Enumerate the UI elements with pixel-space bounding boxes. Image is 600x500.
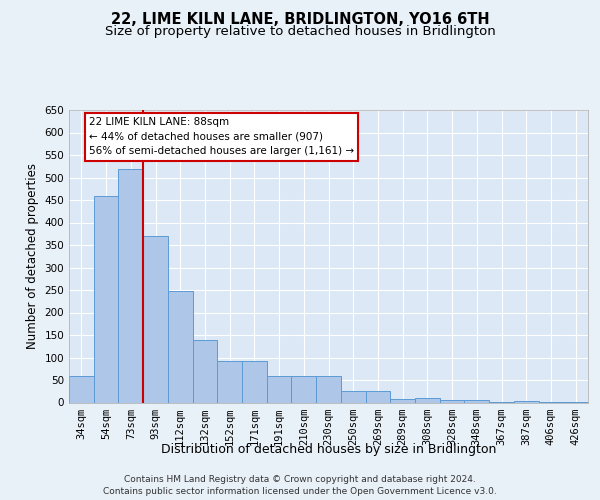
Bar [316, 376, 341, 402]
Bar [168, 291, 193, 403]
Text: 22 LIME KILN LANE: 88sqm
← 44% of detached houses are smaller (907)
56% of semi-: 22 LIME KILN LANE: 88sqm ← 44% of detach… [89, 116, 354, 156]
Bar [514, 401, 539, 402]
Bar [118, 168, 143, 402]
Text: Size of property relative to detached houses in Bridlington: Size of property relative to detached ho… [104, 25, 496, 38]
Bar [365, 391, 390, 402]
Bar [415, 398, 440, 402]
Bar [217, 360, 242, 403]
Bar [193, 340, 217, 402]
Bar [267, 376, 292, 402]
Bar [242, 360, 267, 403]
Bar [69, 376, 94, 402]
Bar [292, 376, 316, 402]
Bar [94, 196, 118, 402]
Bar [390, 399, 415, 402]
Bar [143, 236, 168, 402]
Bar [341, 391, 365, 402]
Y-axis label: Number of detached properties: Number of detached properties [26, 163, 39, 349]
Text: Contains HM Land Registry data © Crown copyright and database right 2024.
Contai: Contains HM Land Registry data © Crown c… [103, 474, 497, 496]
Text: Distribution of detached houses by size in Bridlington: Distribution of detached houses by size … [161, 442, 496, 456]
Text: 22, LIME KILN LANE, BRIDLINGTON, YO16 6TH: 22, LIME KILN LANE, BRIDLINGTON, YO16 6T… [110, 12, 490, 28]
Bar [440, 400, 464, 402]
Bar [464, 400, 489, 402]
